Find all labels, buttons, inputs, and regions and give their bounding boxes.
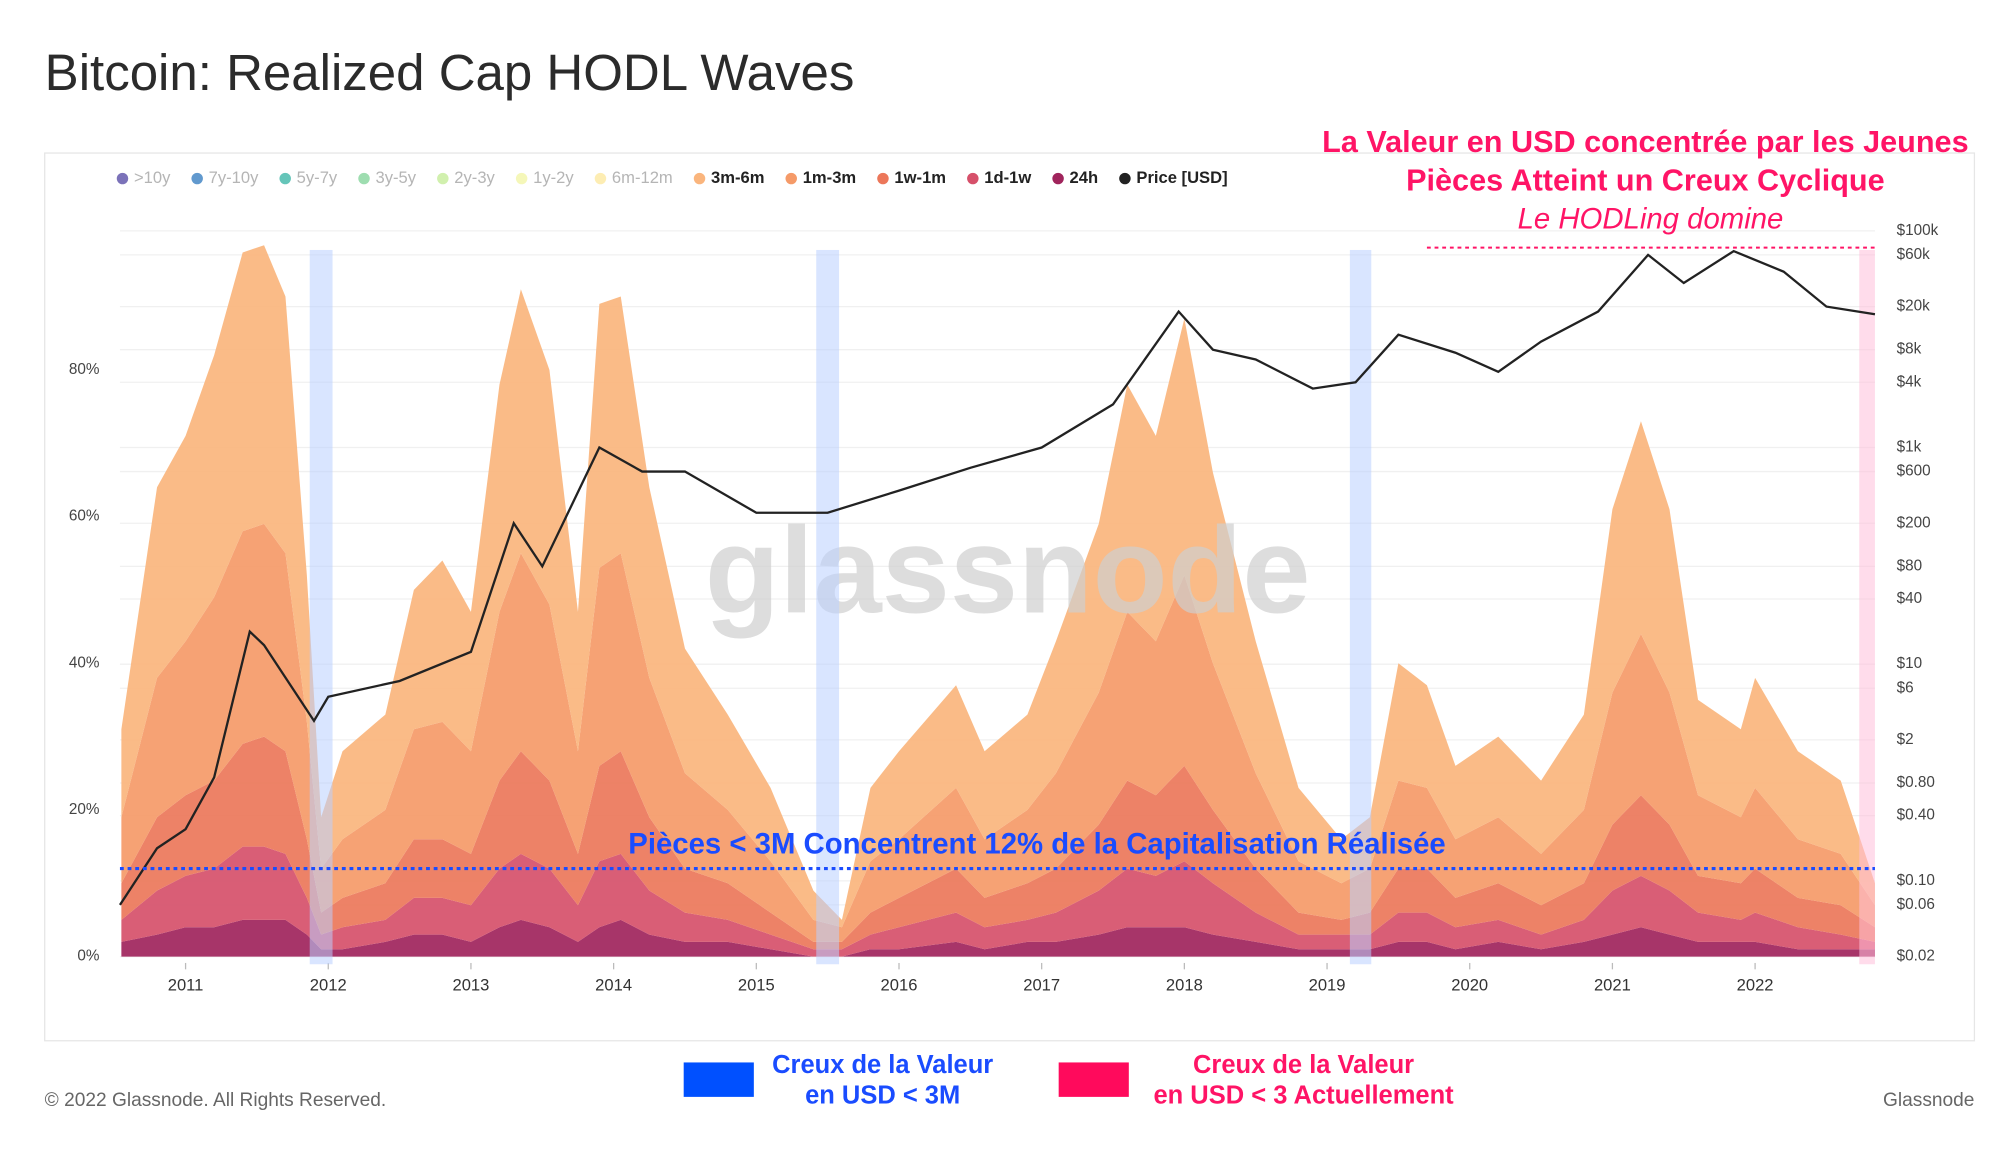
- y2-tick-label: $20k: [1897, 298, 1931, 315]
- legend-swatch: [967, 172, 979, 185]
- area-1w-1m: [121, 736, 1875, 950]
- legend-label: 6m-12m: [612, 168, 673, 187]
- y2-tick-label: $0.40: [1897, 807, 1935, 824]
- y2-tick-label: $0.80: [1897, 774, 1935, 791]
- y-tick-label: 40%: [69, 654, 100, 671]
- legend-swatch: [191, 172, 203, 185]
- x-tick-label: 2011: [168, 975, 204, 994]
- legend-label: 2y-3y: [454, 168, 495, 187]
- legend-swatch: [1052, 172, 1064, 185]
- reference-label: Pièces < 3M Concentrent 12% de la Capita…: [628, 827, 1445, 860]
- legend-label: 5y-7y: [297, 168, 338, 187]
- footer-label: en USD < 3 Actuellement: [1153, 1082, 1454, 1110]
- legend-label: 3m-6m: [711, 168, 764, 187]
- x-tick-label: 2017: [1023, 975, 1060, 994]
- x-tick-label: 2013: [453, 975, 490, 994]
- legend-label: Price [USD]: [1136, 168, 1227, 187]
- y2-tick-label: $6: [1897, 679, 1914, 696]
- legend-swatch: [437, 172, 449, 185]
- y2-tick-label: $8k: [1897, 341, 1922, 358]
- legend-label: 1w-1m: [894, 168, 946, 187]
- footer-label: Creux de la Valeur: [772, 1051, 993, 1079]
- chart-title: Bitcoin: Realized Cap HODL Waves: [45, 44, 855, 101]
- legend-swatch: [1119, 172, 1131, 185]
- legend-swatch: [358, 172, 370, 185]
- highlight-band: [1859, 249, 1875, 965]
- x-tick-label: 2014: [595, 975, 632, 994]
- y2-tick-label: $4k: [1897, 373, 1922, 390]
- x-tick-label: 2019: [1309, 975, 1346, 994]
- y2-tick-label: $1k: [1897, 439, 1922, 456]
- legend-label: 1d-1w: [984, 168, 1031, 187]
- y2-tick-label: $0.02: [1897, 948, 1935, 965]
- x-tick-label: 2015: [738, 975, 775, 994]
- watermark: glassnode: [705, 502, 1311, 639]
- x-tick-label: 2020: [1451, 975, 1488, 994]
- y-tick-label: 0%: [77, 948, 100, 965]
- x-tick-label: 2012: [310, 975, 347, 994]
- annotation-subtitle: Le HODLing domine: [1518, 202, 1784, 235]
- brand: Glassnode: [1883, 1090, 1974, 1111]
- legend-swatch: [594, 172, 607, 185]
- footer-swatch: [1058, 1062, 1129, 1097]
- y2-tick-label: $200: [1897, 514, 1931, 531]
- copyright: © 2022 Glassnode. All Rights Reserved.: [45, 1090, 387, 1111]
- legend-swatch: [785, 172, 797, 185]
- legend-swatch: [515, 172, 528, 185]
- highlight-band: [816, 249, 840, 965]
- y-tick-label: 80%: [69, 361, 100, 378]
- legend-label: 1y-2y: [533, 168, 574, 187]
- legend-swatch: [116, 172, 129, 185]
- y2-tick-label: $60k: [1897, 246, 1931, 263]
- x-tick-label: 2022: [1737, 975, 1774, 994]
- y2-tick-label: $600: [1897, 463, 1931, 480]
- legend-swatch: [693, 172, 706, 185]
- footer-label: Creux de la Valeur: [1193, 1051, 1414, 1079]
- legend-label: 1m-3m: [803, 168, 856, 187]
- legend-swatch: [877, 172, 889, 185]
- legend-label: 7y-10y: [209, 168, 259, 187]
- price-line: [118, 249, 1876, 906]
- y2-tick-label: $10: [1897, 655, 1923, 672]
- area-1d-1w: [121, 846, 1875, 957]
- highlight-band: [309, 249, 333, 965]
- legend-label: 24h: [1070, 168, 1099, 187]
- y-tick-label: 60%: [69, 508, 100, 525]
- legend-swatch: [279, 172, 291, 185]
- footer-swatch: [683, 1062, 754, 1097]
- area-24h: [121, 919, 1875, 957]
- annotation-line: La Valeur en USD concentrée par les Jeun…: [1322, 125, 1968, 159]
- area-3m-6m: [121, 245, 1875, 928]
- legend-label: 3y-5y: [375, 168, 416, 187]
- x-tick-label: 2016: [881, 975, 918, 994]
- highlight-band: [1349, 249, 1372, 965]
- legend-label: >10y: [134, 168, 171, 187]
- y2-tick-label: $40: [1897, 590, 1923, 607]
- x-tick-label: 2021: [1594, 975, 1631, 994]
- y2-tick-label: $0.10: [1897, 872, 1935, 889]
- y2-tick-label: $100k: [1897, 222, 1939, 239]
- y2-tick-label: $0.06: [1897, 896, 1935, 913]
- y2-tick-label: $2: [1897, 731, 1914, 748]
- area-1m-3m: [121, 523, 1875, 942]
- footer-label: en USD < 3M: [805, 1082, 960, 1110]
- y2-tick-label: $80: [1897, 557, 1923, 574]
- y-tick-label: 20%: [69, 801, 100, 818]
- annotation-line: Pièces Atteint un Creux Cyclique: [1406, 163, 1885, 197]
- x-tick-label: 2018: [1166, 975, 1203, 994]
